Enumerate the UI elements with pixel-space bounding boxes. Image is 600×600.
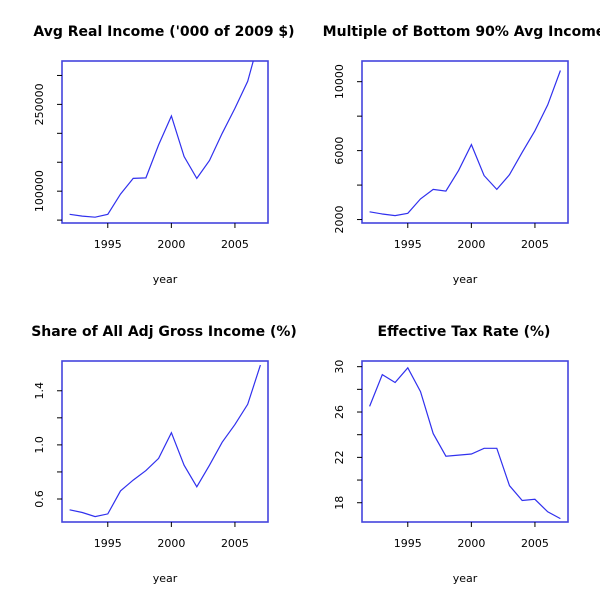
panel-title: Effective Tax Rate (%)	[378, 324, 551, 340]
x-tick-label: 2000	[157, 537, 185, 550]
x-tick-label: 1995	[394, 238, 422, 251]
x-tick-label: 2005	[521, 537, 549, 550]
series-line	[69, 61, 254, 218]
x-tick-label: 2000	[157, 238, 185, 251]
plot-frame	[61, 360, 269, 523]
panel-title: Avg Real Income ('000 of 2009 $)	[33, 24, 294, 40]
y-tick-label: 10000	[333, 64, 346, 99]
chart-panel-4: Effective Tax Rate (%) year 1995 2000 2005…	[333, 324, 569, 585]
chart-panel-1: Avg Real Income ('000 of 2009 $) year 19…	[33, 24, 295, 286]
y-tick-label: 6000	[333, 137, 346, 165]
plot-frame	[61, 60, 269, 224]
y-tick-label: 22	[333, 450, 346, 464]
y-tick-label: 2000	[333, 206, 346, 234]
y-tick-label: 0.6	[33, 490, 46, 508]
chart-panel-3: Share of All Adj Gross Income (%) year 1…	[31, 324, 297, 585]
x-tick-label: 1995	[94, 537, 122, 550]
plot-frame	[361, 360, 569, 523]
series-line	[69, 364, 261, 518]
y-tick-label: 30	[333, 360, 346, 374]
panel-title: Share of All Adj Gross Income (%)	[31, 324, 297, 340]
series-line	[369, 366, 561, 520]
y-tick-label: 26	[333, 405, 346, 419]
x-axis-label: year	[153, 572, 178, 585]
y-tick-label: 18	[333, 496, 346, 510]
x-tick-label: 2005	[221, 238, 249, 251]
y-tick-label: 1.0	[33, 436, 46, 454]
x-tick-label: 1995	[94, 238, 122, 251]
x-tick-label: 2005	[221, 537, 249, 550]
x-axis-label: year	[453, 273, 478, 286]
y-tick-label: 1.4	[33, 382, 46, 400]
x-tick-label: 1995	[394, 537, 422, 550]
plot-frame	[361, 60, 569, 224]
panel-title: Multiple of Bottom 90% Avg Income	[323, 24, 600, 40]
x-axis-label: year	[153, 273, 178, 286]
x-tick-label: 2005	[521, 238, 549, 251]
series-line	[369, 70, 561, 217]
chart-panel-2: Multiple of Bottom 90% Avg Income year 1…	[323, 24, 600, 286]
x-axis-label: year	[453, 572, 478, 585]
y-tick-label: 250000	[33, 83, 46, 125]
y-tick-label: 100000	[33, 170, 46, 212]
x-tick-label: 2000	[457, 238, 485, 251]
x-tick-label: 2000	[457, 537, 485, 550]
